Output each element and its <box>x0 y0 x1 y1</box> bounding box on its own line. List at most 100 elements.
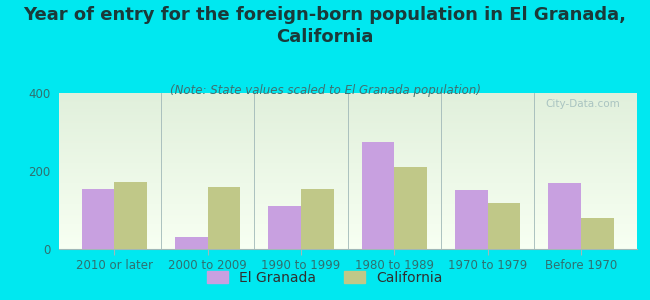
Bar <box>58 146 637 148</box>
Bar <box>455 190 488 249</box>
Bar <box>58 123 637 124</box>
Bar <box>58 190 637 191</box>
Bar <box>208 187 240 249</box>
Bar <box>58 185 637 187</box>
Bar <box>58 240 637 241</box>
Bar <box>58 191 637 193</box>
Bar <box>58 235 637 236</box>
Bar <box>58 187 637 188</box>
Bar <box>58 116 637 118</box>
Bar <box>58 180 637 182</box>
Bar <box>58 210 637 212</box>
Bar <box>58 141 637 143</box>
Bar <box>58 184 637 185</box>
Bar <box>301 188 333 249</box>
Bar <box>58 119 637 121</box>
Bar <box>58 226 637 227</box>
Bar <box>58 137 637 138</box>
Bar <box>58 171 637 172</box>
Bar <box>58 135 637 137</box>
Bar <box>58 224 637 226</box>
Bar <box>58 124 637 126</box>
Bar <box>58 244 637 246</box>
Bar <box>58 212 637 213</box>
Bar <box>58 219 637 221</box>
Bar <box>58 179 637 180</box>
Bar <box>58 129 637 130</box>
Bar <box>58 182 637 184</box>
Bar <box>58 208 637 210</box>
Bar <box>58 168 637 170</box>
Bar <box>58 140 637 141</box>
Bar <box>58 194 637 196</box>
Bar <box>58 229 637 230</box>
Bar <box>58 165 637 166</box>
Bar <box>58 174 637 176</box>
Bar <box>58 241 637 243</box>
Bar <box>58 218 637 219</box>
Bar <box>58 96 637 98</box>
Bar <box>58 112 637 113</box>
Bar <box>58 127 637 129</box>
Bar <box>58 162 637 163</box>
Bar <box>58 177 637 179</box>
Bar <box>58 227 637 229</box>
Bar <box>58 101 637 102</box>
Bar <box>58 149 637 151</box>
Bar <box>58 201 637 202</box>
Bar <box>58 106 637 107</box>
Bar <box>175 237 208 249</box>
Bar <box>58 109 637 110</box>
Bar <box>58 160 637 162</box>
Bar <box>58 99 637 101</box>
Bar <box>58 157 637 158</box>
Bar <box>58 197 637 199</box>
Bar <box>58 233 637 235</box>
Bar <box>58 238 637 240</box>
Bar <box>395 167 427 249</box>
Bar <box>58 94 637 96</box>
Bar <box>58 134 637 135</box>
Bar <box>581 218 614 249</box>
Bar <box>58 205 637 207</box>
Bar <box>58 110 637 112</box>
Bar <box>58 151 637 152</box>
Text: (Note: State values scaled to El Granada population): (Note: State values scaled to El Granada… <box>170 84 480 97</box>
Bar <box>58 138 637 140</box>
Bar <box>58 202 637 204</box>
Bar <box>488 203 521 249</box>
Bar <box>58 223 637 224</box>
Bar <box>58 93 637 94</box>
Bar <box>58 243 637 244</box>
Bar <box>58 143 637 145</box>
Bar <box>58 113 637 115</box>
Bar <box>58 148 637 149</box>
Bar <box>82 188 114 249</box>
Bar <box>58 246 637 247</box>
Bar <box>58 118 637 119</box>
Bar <box>58 102 637 104</box>
Bar <box>58 236 637 238</box>
Bar <box>268 206 301 249</box>
Bar <box>58 188 637 190</box>
Bar <box>58 163 637 165</box>
Bar <box>549 183 581 249</box>
Bar <box>58 216 637 218</box>
Bar <box>58 154 637 155</box>
Text: City-Data.com: City-Data.com <box>545 99 619 109</box>
Bar <box>58 176 637 177</box>
Bar <box>58 215 637 216</box>
Bar <box>58 232 637 233</box>
Bar <box>58 199 637 201</box>
Bar <box>58 115 637 116</box>
Bar <box>58 207 637 208</box>
Bar <box>58 166 637 168</box>
Bar <box>58 145 637 146</box>
Bar <box>362 142 395 249</box>
Bar <box>58 221 637 223</box>
Bar <box>58 204 637 205</box>
Bar <box>58 155 637 157</box>
Text: Year of entry for the foreign-born population in El Granada,
California: Year of entry for the foreign-born popul… <box>23 6 627 46</box>
Bar <box>58 230 637 232</box>
Bar <box>58 152 637 154</box>
